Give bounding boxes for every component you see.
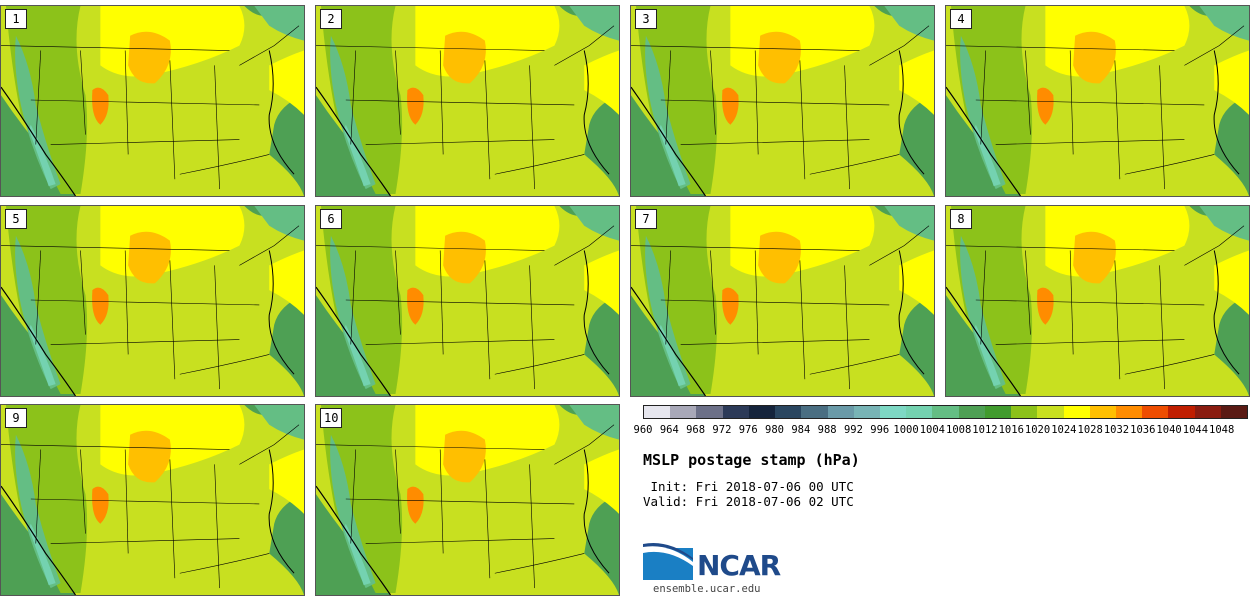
stamp-number: 3: [635, 9, 657, 29]
colorbar-swatch: [722, 406, 749, 418]
colorbar-tick: 1036: [1130, 424, 1156, 436]
colorbar-swatch: [932, 406, 959, 418]
colorbar-tick: 988: [817, 424, 837, 436]
ncar-logo-text: NCAR: [697, 549, 781, 582]
colorbar-tick: 968: [686, 424, 706, 436]
colorbar-tick: 1016: [998, 424, 1024, 436]
stamp-map: 3: [630, 5, 935, 197]
colorbar-swatch: [1142, 406, 1169, 418]
chart-title: MSLP postage stamp (hPa): [643, 451, 860, 469]
colorbar-tick: 1012: [972, 424, 998, 436]
colorbar-swatch: [644, 406, 671, 418]
stamp-map: 8: [945, 205, 1250, 397]
stamp-number: 2: [320, 9, 342, 29]
colorbar-swatch: [1115, 406, 1143, 418]
stamp-number: 8: [950, 209, 972, 229]
colorbar-tick: 1048: [1209, 424, 1235, 436]
colorbar-tick: 1024: [1051, 424, 1077, 436]
colorbar-tick: 992: [843, 424, 863, 436]
colorbar-swatch: [801, 406, 828, 418]
colorbar-tick: 1004: [919, 424, 945, 436]
stamp-number: 9: [5, 408, 27, 428]
valid-time: Valid: Fri 2018-07-06 02 UTC: [643, 494, 854, 509]
stamp-map: 10: [315, 404, 620, 596]
stamp-number: 1: [5, 9, 27, 29]
colorbar-swatch: [775, 406, 802, 418]
colorbar-tick: 972: [712, 424, 732, 436]
stamp-map: 1: [0, 5, 305, 197]
stamp-map: 7: [630, 205, 935, 397]
colorbar-tick: 1044: [1182, 424, 1209, 436]
pressure-colorbar: [643, 405, 1248, 419]
stamp-map: 9: [0, 404, 305, 596]
colorbar-swatch: [670, 406, 697, 418]
colorbar-swatch: [1011, 406, 1038, 418]
colorbar-swatch: [827, 406, 854, 418]
colorbar-swatch: [1194, 406, 1221, 418]
colorbar-tick: 1008: [945, 424, 972, 436]
colorbar-tick: 984: [791, 424, 811, 436]
stamp-number: 5: [5, 209, 27, 229]
colorbar-tick: 980: [765, 424, 784, 436]
stamp-map: 5: [0, 205, 305, 397]
colorbar-tick: 996: [870, 424, 890, 436]
colorbar-swatch: [1168, 406, 1195, 418]
colorbar-swatch: [879, 406, 907, 418]
colorbar-swatch: [748, 406, 776, 418]
colorbar-swatch: [958, 406, 985, 418]
colorbar-tick: 1032: [1103, 424, 1130, 436]
colorbar-tick: 964: [659, 424, 679, 436]
colorbar-tick: 1020: [1024, 424, 1051, 436]
colorbar-swatch: [1089, 406, 1116, 418]
colorbar-swatch: [1037, 406, 1064, 418]
colorbar-tick: 1040: [1156, 424, 1182, 436]
colorbar-swatch: [696, 406, 723, 418]
stamp-number: 4: [950, 9, 972, 29]
stamp-map: 2: [315, 5, 620, 197]
ncar-logo-icon: [643, 542, 693, 580]
site-url: ensemble.ucar.edu: [653, 583, 761, 595]
colorbar-tick: 1000: [893, 424, 919, 436]
colorbar-swatch: [984, 406, 1012, 418]
stamp-number: 6: [320, 209, 342, 229]
colorbar-swatch: [853, 406, 880, 418]
colorbar-tick: 1028: [1077, 424, 1103, 436]
stamp-map: 6: [315, 205, 620, 397]
stamp-number: 7: [635, 209, 657, 229]
colorbar-tick: 960: [633, 424, 653, 436]
colorbar-ticks: 960 964 968 972 976 980 984 988 992 996 1000 1004 10…: [634, 424, 1248, 438]
colorbar-swatch: [1063, 406, 1090, 418]
stamp-number: 10: [320, 408, 343, 428]
stamp-map: 4: [945, 5, 1250, 197]
colorbar-swatch: [1220, 406, 1248, 418]
colorbar-swatch: [906, 406, 933, 418]
colorbar-tick: 976: [738, 424, 758, 436]
init-time: Init: Fri 2018-07-06 00 UTC: [643, 479, 854, 494]
